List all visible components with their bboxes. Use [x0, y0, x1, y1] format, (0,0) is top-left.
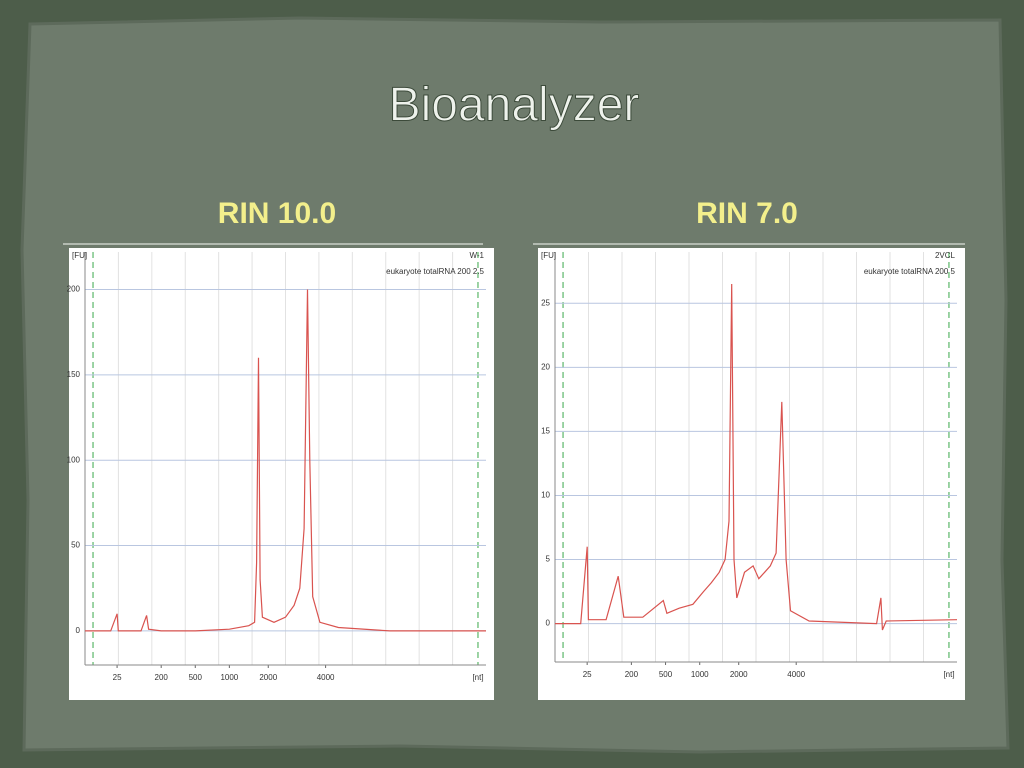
- x-tick-label: 200: [155, 673, 169, 682]
- x-axis-label: [nt]: [943, 670, 954, 679]
- x-axis-label: [nt]: [472, 673, 483, 682]
- trace: [85, 289, 486, 632]
- x-tick-label: 25: [113, 673, 122, 682]
- y-tick-label: 5: [546, 555, 551, 564]
- x-tick-label: 2000: [259, 673, 277, 682]
- y-tick-label: 15: [541, 426, 550, 435]
- x-tick-label: 2000: [730, 670, 748, 679]
- chart-title: RIN 10.0: [218, 197, 336, 230]
- y-tick-label: 10: [541, 491, 550, 500]
- y-tick-label: 0: [546, 619, 551, 628]
- y-tick-label: 200: [67, 285, 81, 294]
- x-tick-label: 4000: [787, 670, 805, 679]
- y-axis-label: [FU]: [541, 251, 556, 260]
- annotation: 2VCL: [935, 251, 956, 260]
- chart-panel: [69, 248, 494, 700]
- chart-title: RIN 7.0: [696, 197, 798, 230]
- trace: [555, 283, 958, 631]
- y-tick-label: 20: [541, 362, 550, 371]
- x-tick-label: 25: [583, 670, 592, 679]
- y-tick-label: 100: [67, 455, 81, 464]
- y-axis-label: [FU]: [72, 251, 87, 260]
- y-tick-label: 0: [76, 626, 81, 635]
- chart-panel: [538, 248, 965, 700]
- x-tick-label: 500: [189, 673, 203, 682]
- x-tick-label: 1000: [220, 673, 238, 682]
- annotation: eukaryote totalRNA 200 2.5: [386, 267, 484, 276]
- x-tick-label: 1000: [691, 670, 709, 679]
- annotation: W-1: [469, 251, 484, 260]
- x-tick-label: 200: [625, 670, 639, 679]
- y-tick-label: 25: [541, 298, 550, 307]
- x-tick-label: 4000: [317, 673, 335, 682]
- x-tick-label: 500: [659, 670, 673, 679]
- y-tick-label: 150: [67, 370, 81, 379]
- y-tick-label: 50: [71, 541, 80, 550]
- annotation: eukaryote totalRNA 200 5: [864, 267, 956, 276]
- slide-title: Bioanalyzer: [389, 79, 640, 132]
